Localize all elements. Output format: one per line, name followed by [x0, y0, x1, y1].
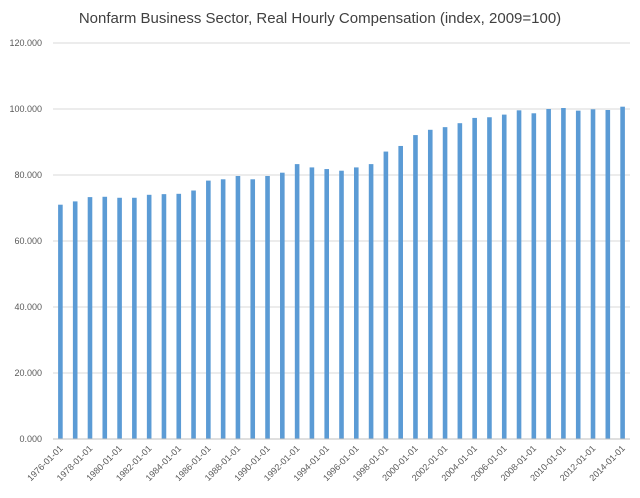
- bar: [161, 194, 167, 439]
- bar: [546, 109, 551, 439]
- bar: [383, 151, 389, 439]
- y-tick-label: 20.000: [14, 368, 42, 378]
- bar: [353, 167, 359, 439]
- bars: [58, 106, 625, 440]
- y-tick-label: 100.000: [9, 104, 42, 114]
- bar: [516, 110, 522, 439]
- bar: [220, 179, 226, 440]
- bar: [472, 117, 477, 439]
- bar: [235, 175, 241, 440]
- bar: [620, 106, 625, 439]
- bar: [146, 194, 152, 439]
- y-tick-label: 0.000: [19, 434, 42, 444]
- bar: [413, 135, 418, 439]
- bar: [398, 145, 403, 439]
- bar: [250, 179, 256, 440]
- bar: [427, 129, 433, 440]
- bar: [457, 123, 463, 439]
- y-tick-label: 80.000: [14, 170, 42, 180]
- y-tick-label: 60.000: [14, 236, 42, 246]
- bar: [590, 109, 596, 439]
- bar: [575, 110, 581, 440]
- bar: [339, 170, 344, 439]
- bar: [280, 172, 285, 439]
- bar: [87, 197, 93, 439]
- bar: [309, 167, 315, 439]
- bar: [191, 190, 196, 439]
- bar: [206, 180, 211, 440]
- y-tick-label: 40.000: [14, 302, 42, 312]
- bar: [102, 196, 108, 439]
- bar: [294, 164, 300, 440]
- bar: [265, 175, 270, 440]
- bar: [72, 201, 78, 439]
- bar: [58, 204, 63, 439]
- y-tick-labels: 0.000 20.000 40.000 60.000 80.000 100.000 120.…: [9, 38, 42, 444]
- bar: [324, 169, 330, 439]
- bar: [176, 193, 182, 439]
- bar: [368, 164, 374, 440]
- y-tick-label: 120.000: [9, 38, 42, 48]
- bar: [442, 127, 448, 440]
- bar: [487, 117, 492, 439]
- bar: [605, 109, 611, 440]
- x-tick-labels: 1976-01-011978-01-011980-01-011982-01-01…: [25, 443, 627, 483]
- bar: [501, 114, 507, 440]
- bar: [531, 113, 537, 439]
- chart-title: Nonfarm Business Sector, Real Hourly Com…: [78, 10, 562, 27]
- bar: [132, 197, 137, 439]
- bar: [117, 197, 122, 439]
- bar: [561, 108, 566, 439]
